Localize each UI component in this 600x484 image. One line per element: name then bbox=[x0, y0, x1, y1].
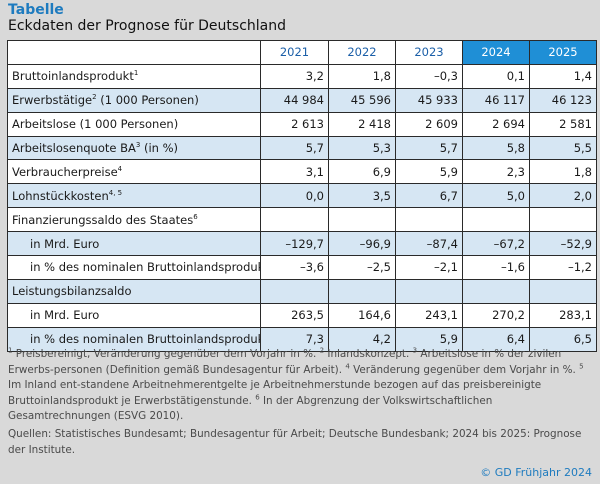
sources-note: Quellen: Statistisches Bundesamt; Bundes… bbox=[8, 428, 582, 456]
table-cell: 1,4 bbox=[529, 63, 597, 89]
table-cell: 44 984 bbox=[260, 87, 329, 113]
table-row: Erwerbstätige2 (1 000 Personen) 44 984 4… bbox=[7, 87, 597, 113]
year-header: 2022 bbox=[328, 40, 396, 65]
table-cell: –2,5 bbox=[328, 255, 396, 280]
table-caption: Tabelle bbox=[8, 2, 64, 18]
table-cell: 164,6 bbox=[328, 302, 396, 328]
table-cell: –67,2 bbox=[462, 231, 530, 257]
row-label: Leistungsbilanzsaldo bbox=[7, 278, 261, 304]
table-row: Bruttoinlandsprodukt1 3,2 1,8 –0,3 0,1 1… bbox=[7, 63, 597, 89]
table-cell: 2 613 bbox=[260, 111, 329, 137]
table-row: in % des nominalen Bruttoinlandsprodukts… bbox=[7, 255, 597, 280]
table-row: Arbeitslose (1 000 Personen) 2 613 2 418… bbox=[7, 111, 597, 137]
table-cell: 5,3 bbox=[328, 135, 396, 161]
table-cell: 243,1 bbox=[395, 302, 463, 328]
table-cell: 5,5 bbox=[529, 135, 597, 161]
table-row: Verbraucherpreise4 3,1 6,9 5,9 2,3 1,8 bbox=[7, 159, 597, 185]
table-row: in % des nominalen Bruttoinlandsprodukts… bbox=[7, 326, 597, 352]
table-cell: 1,8 bbox=[529, 159, 597, 185]
row-label: in Mrd. Euro bbox=[7, 302, 261, 328]
table-cell: –3,6 bbox=[260, 255, 329, 280]
table-title: Eckdaten der Prognose für Deutschland bbox=[8, 18, 286, 34]
row-label: Erwerbstätige2 (1 000 Personen) bbox=[7, 87, 261, 113]
year-header-projection: 2025 bbox=[529, 40, 597, 65]
table-cell bbox=[260, 207, 329, 233]
table-row-group-header: Leistungsbilanzsaldo bbox=[7, 278, 597, 304]
table-cell: 46 123 bbox=[529, 87, 597, 113]
table-cell: 2 609 bbox=[395, 111, 463, 137]
table-cell: –87,4 bbox=[395, 231, 463, 257]
table-cell: 2 694 bbox=[462, 111, 530, 137]
table-cell: –2,1 bbox=[395, 255, 463, 280]
table-cell bbox=[328, 207, 396, 233]
table-cell: 5,9 bbox=[395, 159, 463, 185]
table-cell: 46 117 bbox=[462, 87, 530, 113]
table-cell: –1,2 bbox=[529, 255, 597, 280]
forecast-table: 2021 2022 2023 2024 2025 Bruttoinlandspr… bbox=[7, 40, 597, 352]
table-row: in Mrd. Euro 263,5 164,6 243,1 270,2 283… bbox=[7, 302, 597, 328]
table-cell: 263,5 bbox=[260, 302, 329, 328]
year-header-projection: 2024 bbox=[462, 40, 530, 65]
row-label: Lohnstückkosten4, 5 bbox=[7, 183, 261, 209]
table-cell: 5,9 bbox=[395, 326, 463, 352]
table-row: in Mrd. Euro –129,7 –96,9 –87,4 –67,2 –5… bbox=[7, 231, 597, 257]
table-cell: –96,9 bbox=[328, 231, 396, 257]
table-cell: 2 581 bbox=[529, 111, 597, 137]
header-corner bbox=[7, 40, 261, 65]
table-row: Arbeitslosenquote BA3 (in %) 5,7 5,3 5,7… bbox=[7, 135, 597, 161]
table-cell bbox=[462, 207, 530, 233]
row-label: in % des nominalen Bruttoinlandsprodukts bbox=[7, 255, 261, 280]
table-cell: 6,5 bbox=[529, 326, 597, 352]
table-cell bbox=[328, 278, 396, 304]
copyright: © GD Frühjahr 2024 bbox=[480, 466, 592, 479]
table-cell: 6,9 bbox=[328, 159, 396, 185]
year-header: 2023 bbox=[395, 40, 463, 65]
table-cell: 6,7 bbox=[395, 183, 463, 209]
row-label: Arbeitslosenquote BA3 (in %) bbox=[7, 135, 261, 161]
row-label: Verbraucherpreise4 bbox=[7, 159, 261, 185]
footnotes: 1 Preisbereinigt, Veränderung gegenüber … bbox=[8, 346, 584, 422]
table-cell: 7,3 bbox=[260, 326, 329, 352]
table-cell: 6,4 bbox=[462, 326, 530, 352]
row-label: Arbeitslose (1 000 Personen) bbox=[7, 111, 261, 137]
table-cell: 45 596 bbox=[328, 87, 396, 113]
row-label: Finanzierungssaldo des Staates6 bbox=[7, 207, 261, 233]
table-cell: 3,2 bbox=[260, 63, 329, 89]
table-cell: 5,8 bbox=[462, 135, 530, 161]
table-cell: 2 418 bbox=[328, 111, 396, 137]
table-cell bbox=[395, 207, 463, 233]
table-cell bbox=[529, 278, 597, 304]
table-cell: 270,2 bbox=[462, 302, 530, 328]
row-label: in Mrd. Euro bbox=[7, 231, 261, 257]
table-cell: 0,0 bbox=[260, 183, 329, 209]
table-cell bbox=[395, 278, 463, 304]
table-row-group-header: Finanzierungssaldo des Staates6 bbox=[7, 207, 597, 233]
year-header: 2021 bbox=[260, 40, 329, 65]
row-label: Bruttoinlandsprodukt1 bbox=[7, 63, 261, 89]
table-cell: 2,0 bbox=[529, 183, 597, 209]
table-cell: 2,3 bbox=[462, 159, 530, 185]
table-cell bbox=[260, 278, 329, 304]
table-cell: –1,6 bbox=[462, 255, 530, 280]
header-row: 2021 2022 2023 2024 2025 bbox=[7, 40, 597, 65]
table-cell: –52,9 bbox=[529, 231, 597, 257]
table-cell: 3,5 bbox=[328, 183, 396, 209]
table-cell: 3,1 bbox=[260, 159, 329, 185]
row-label: in % des nominalen Bruttoinlandsprodukts bbox=[7, 326, 261, 352]
table-cell: –0,3 bbox=[395, 63, 463, 89]
table-cell bbox=[529, 207, 597, 233]
table-cell: 5,7 bbox=[395, 135, 463, 161]
table-cell: 5,7 bbox=[260, 135, 329, 161]
table-cell: 5,0 bbox=[462, 183, 530, 209]
table-cell bbox=[462, 278, 530, 304]
table-cell: 283,1 bbox=[529, 302, 597, 328]
table-cell: 0,1 bbox=[462, 63, 530, 89]
table-cell: –129,7 bbox=[260, 231, 329, 257]
table-cell: 1,8 bbox=[328, 63, 396, 89]
table-cell: 45 933 bbox=[395, 87, 463, 113]
table-row: Lohnstückkosten4, 5 0,0 3,5 6,7 5,0 2,0 bbox=[7, 183, 597, 209]
